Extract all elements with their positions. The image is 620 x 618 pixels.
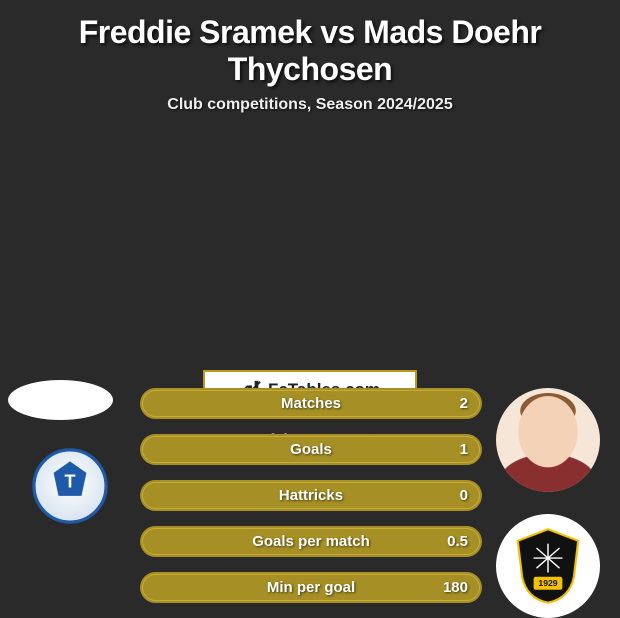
stat-row-hattricks: Hattricks 0 xyxy=(140,480,482,511)
stats-rows: Matches 2 Goals 1 Hattricks 0 Goals per … xyxy=(140,388,482,618)
stat-value: 0 xyxy=(460,487,468,504)
stat-label: Goals xyxy=(290,441,332,458)
stat-value: 180 xyxy=(443,579,468,596)
page-title: Freddie Sramek vs Mads Doehr Thychosen xyxy=(0,0,620,96)
stat-label: Matches xyxy=(281,395,341,412)
comparison-panel: T 1929 Matches 2 Goals 1 Hattricks xyxy=(0,370,620,450)
club-left-crest: T xyxy=(29,445,111,527)
stat-value: 0.5 xyxy=(447,533,468,550)
club-right-crest: 1929 xyxy=(496,514,600,618)
stat-row-matches: Matches 2 xyxy=(140,388,482,419)
stat-value: 2 xyxy=(460,395,468,412)
avatar-placeholder-icon xyxy=(496,388,600,492)
stat-label: Hattricks xyxy=(279,487,343,504)
stat-row-goals: Goals 1 xyxy=(140,434,482,465)
shield-icon: 1929 xyxy=(512,525,584,607)
player-left-avatar xyxy=(8,380,113,420)
stat-row-goals-per-match: Goals per match 0.5 xyxy=(140,526,482,557)
shield-icon: T xyxy=(29,445,111,527)
page-subtitle: Club competitions, Season 2024/2025 xyxy=(0,96,620,114)
stat-value: 1 xyxy=(460,441,468,458)
svg-text:T: T xyxy=(64,472,75,492)
stat-row-min-per-goal: Min per goal 180 xyxy=(140,572,482,603)
player-right-avatar xyxy=(496,388,600,492)
stat-label: Goals per match xyxy=(252,533,370,550)
stat-label: Min per goal xyxy=(267,579,355,596)
